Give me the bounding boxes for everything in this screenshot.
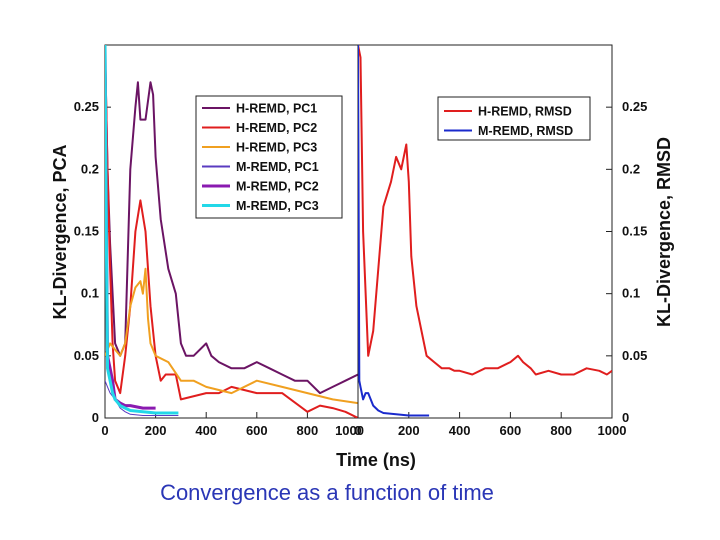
left-y-ticks: 0 0.05 0.1 0.15 0.2 0.25 xyxy=(74,99,111,425)
left-y-axis-title: KL-Divergence, PCA xyxy=(50,144,70,319)
legend-label: M-REMD, PC3 xyxy=(236,199,319,213)
y-tick-label: 0.05 xyxy=(74,348,99,363)
legend-label: M-REMD, RMSD xyxy=(478,124,573,138)
x-tick-label: 600 xyxy=(246,423,268,438)
left-series-group xyxy=(105,45,358,418)
x-tick-label: 400 xyxy=(195,423,217,438)
series-line-m-remd-pc3 xyxy=(105,45,179,415)
y-tick-label: 0.2 xyxy=(622,161,640,176)
x-tick-label: 600 xyxy=(500,423,522,438)
y-tick-label: 0.05 xyxy=(622,348,647,363)
x-tick-label: 200 xyxy=(398,423,420,438)
x-tick-label: 200 xyxy=(145,423,167,438)
right-y-ticks: 0 0.05 0.1 0.15 0.2 0.25 xyxy=(606,99,647,425)
right-y-axis-title: KL-Divergence, RMSD xyxy=(654,137,674,327)
x-axis-title: Time (ns) xyxy=(336,450,416,470)
y-tick-label: 0.15 xyxy=(74,224,99,239)
right-legend-box xyxy=(437,96,591,141)
legend-label: H-REMD, RMSD xyxy=(478,105,572,119)
right-panel: 0 0.05 0.1 0.15 0.2 0.25 0 200 400 600 800 1000 KL… xyxy=(354,44,674,438)
series-line-h-remd-pc2 xyxy=(105,45,358,418)
y-tick-label: 0 xyxy=(622,410,629,425)
left-x-ticks: 0 200 400 600 800 1000 xyxy=(101,412,364,438)
legend-label: M-REMD, PC2 xyxy=(236,180,319,194)
y-tick-label: 0.25 xyxy=(622,99,647,114)
left-panel: 0 0.05 0.1 0.15 0.2 0.25 0 200 400 600 800 1000 KL… xyxy=(50,44,364,438)
right-series-group xyxy=(358,45,612,417)
y-tick-label: 0.1 xyxy=(81,286,99,301)
y-tick-label: 0.1 xyxy=(622,286,640,301)
series-line-m-remd-rmsd xyxy=(358,45,430,417)
y-tick-label: 0.2 xyxy=(81,161,99,176)
x-tick-label: 1000 xyxy=(335,423,364,438)
x-tick-label: 1000 xyxy=(598,423,627,438)
series-line-m-remd-pc1 xyxy=(105,380,179,416)
y-tick-label: 0.25 xyxy=(74,99,99,114)
right-legend: H-REMD, RMSD M-REMD, RMSD xyxy=(437,96,591,141)
slide-caption: Convergence as a function of time xyxy=(160,480,494,505)
legend-label: H-REMD, PC3 xyxy=(236,141,317,155)
y-tick-label: 0.15 xyxy=(622,224,647,239)
x-tick-label: 0 xyxy=(354,423,361,438)
legend-label: H-REMD, PC1 xyxy=(236,102,317,116)
y-tick-label: 0 xyxy=(92,410,99,425)
x-tick-label: 800 xyxy=(297,423,319,438)
x-tick-label: 400 xyxy=(449,423,471,438)
x-tick-label: 800 xyxy=(550,423,572,438)
x-tick-label: 0 xyxy=(101,423,108,438)
legend-label: M-REMD, PC1 xyxy=(236,160,319,174)
series-line-h-remd-pc1 xyxy=(105,45,358,395)
series-line-h-remd-pc3 xyxy=(105,267,358,405)
legend-label: H-REMD, PC2 xyxy=(236,121,317,135)
series-line-h-remd-rmsd xyxy=(358,45,612,376)
right-x-ticks: 0 200 400 600 800 1000 xyxy=(354,412,626,438)
left-legend: H-REMD, PC1 H-REMD, PC2 H-REMD, PC3 M-REMD,… xyxy=(195,95,343,219)
left-legend-box xyxy=(195,95,343,219)
